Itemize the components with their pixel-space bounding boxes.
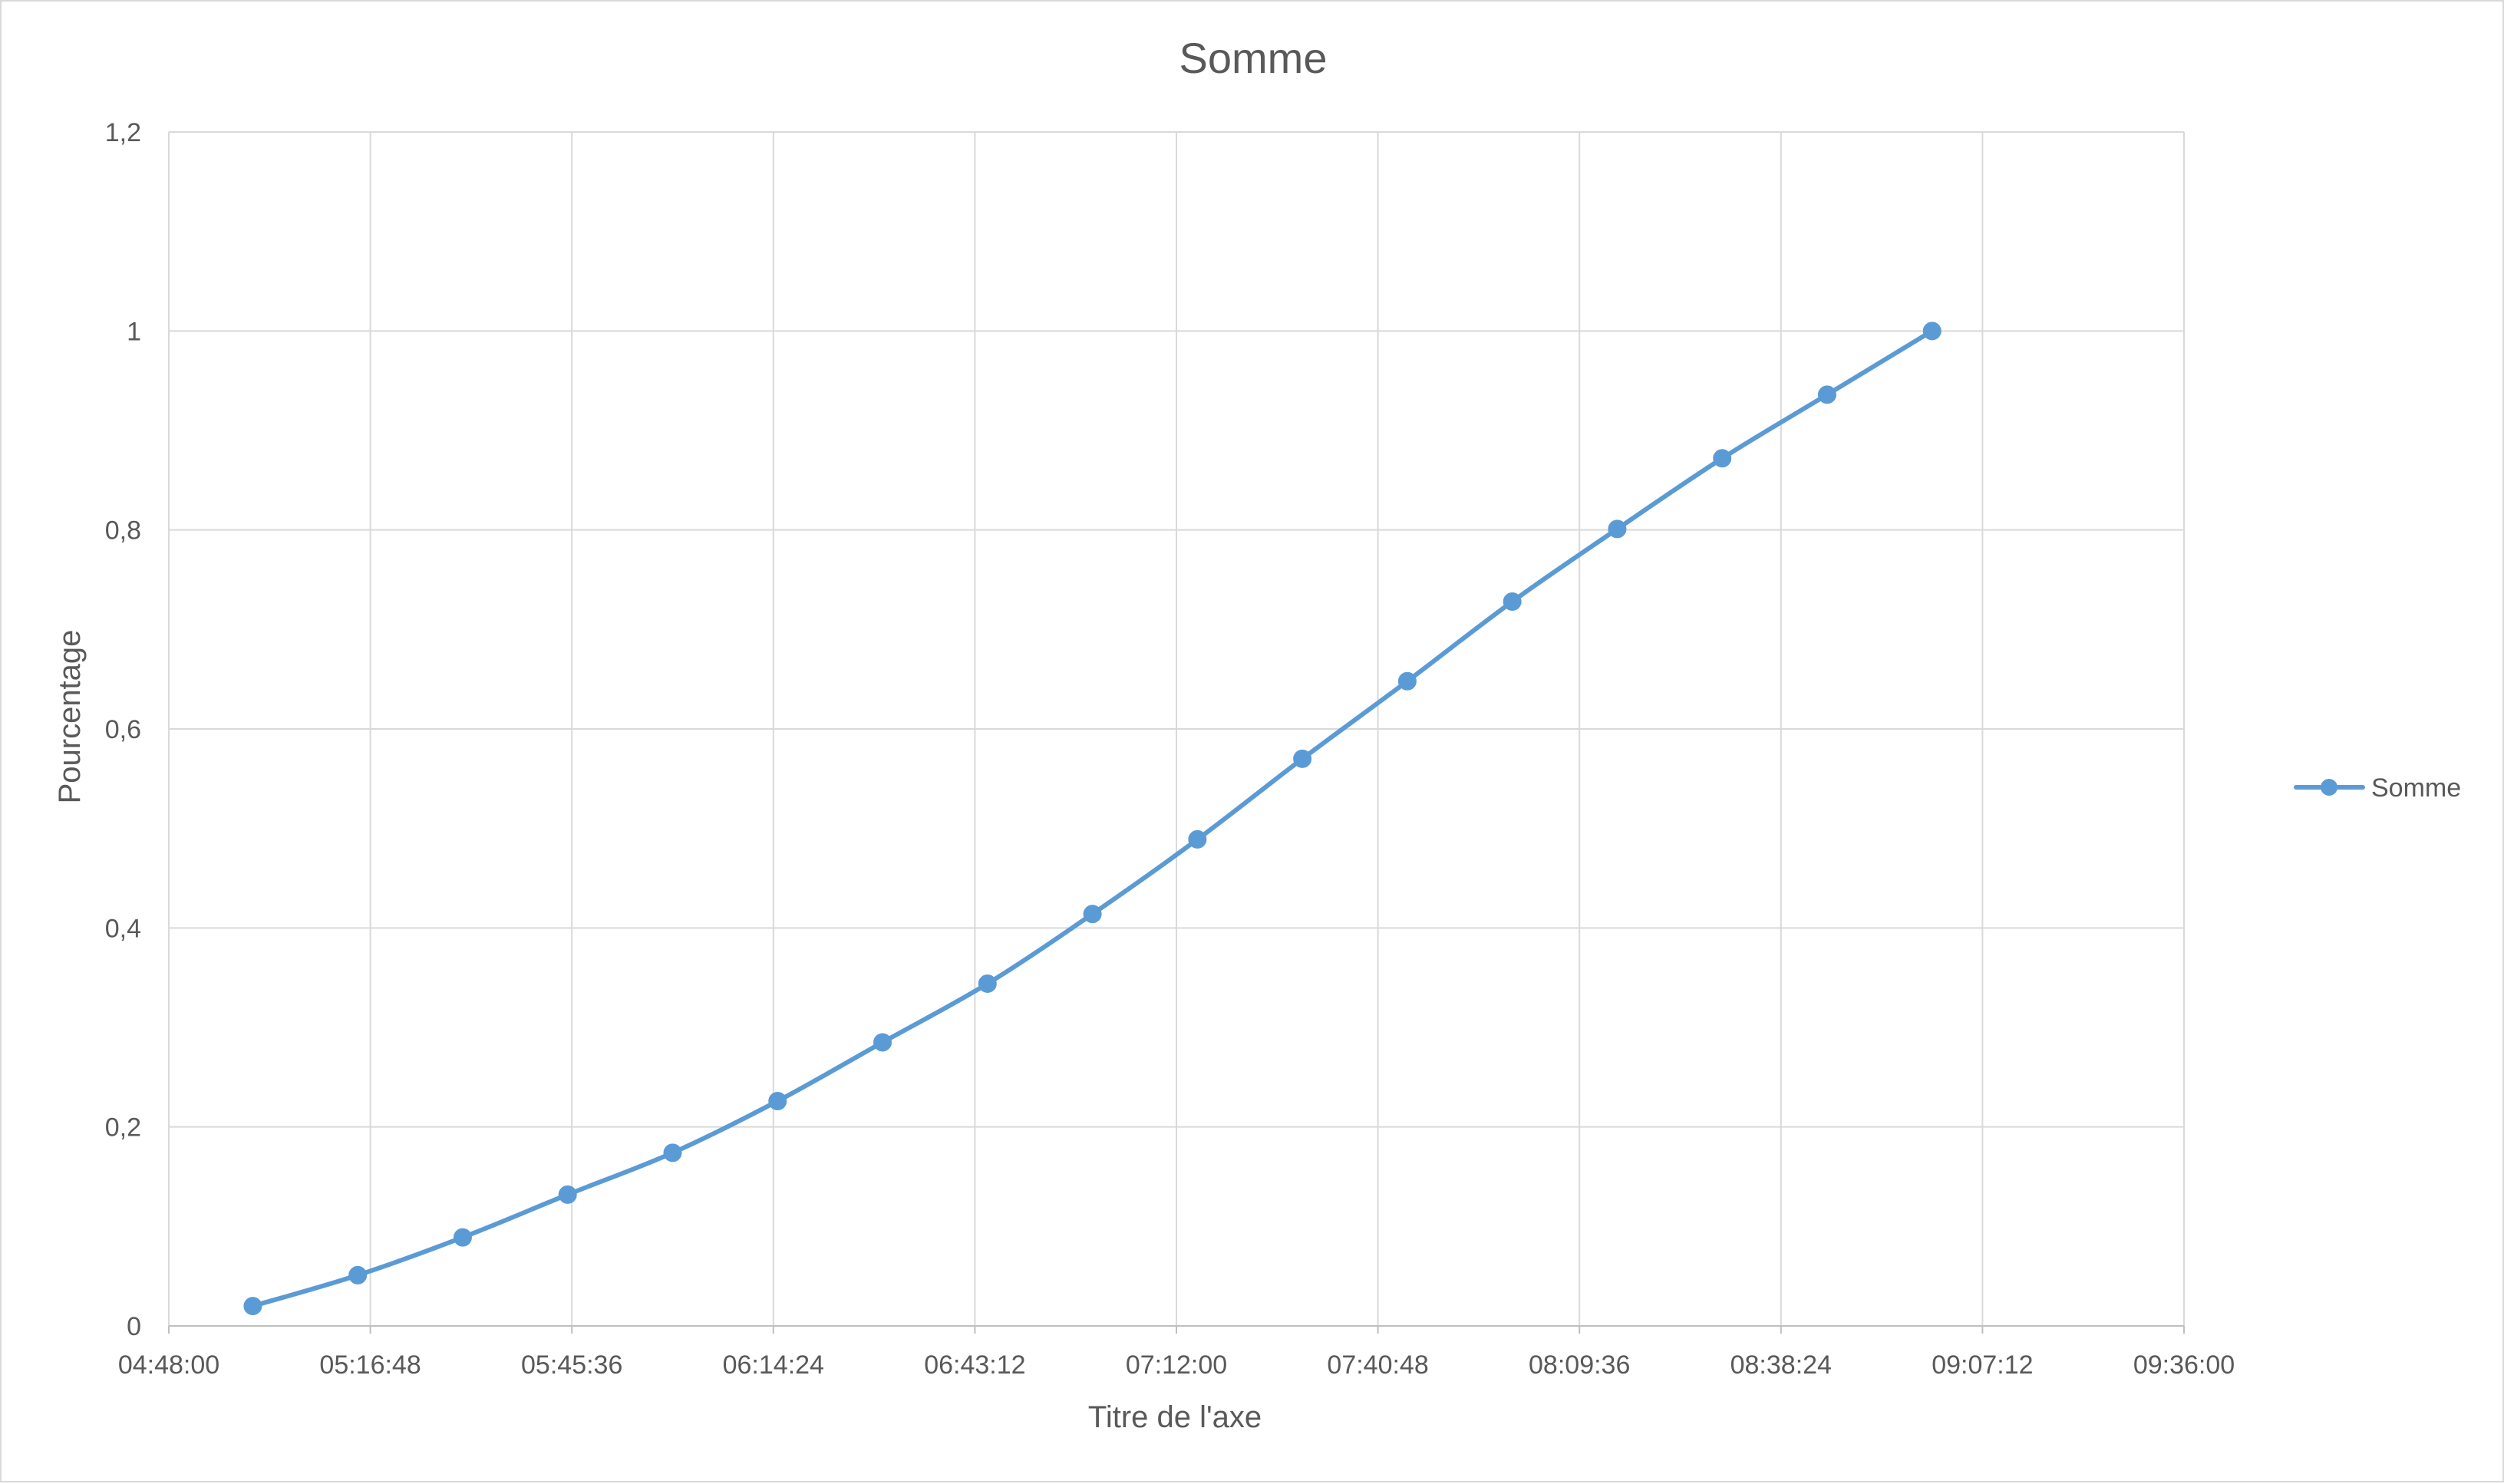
legend-label: Somme — [2371, 773, 2461, 803]
x-tick-label: 06:14:24 — [723, 1350, 824, 1380]
x-tick-label: 04:48:00 — [118, 1350, 219, 1380]
chart-title: Somme — [1179, 34, 1328, 82]
data-point — [1397, 671, 1417, 691]
y-tick-label: 0,6 — [105, 715, 141, 744]
x-axis-ticks: 04:48:00 05:16:48 05:45:36 06:14:24 06:43:12… — [118, 1326, 2235, 1380]
data-point — [873, 1033, 892, 1052]
legend: Somme — [2294, 773, 2461, 803]
data-point — [1713, 449, 1732, 468]
x-tick-label: 05:16:48 — [319, 1350, 421, 1380]
y-tick-label: 0,8 — [105, 516, 141, 546]
gridlines — [168, 131, 2185, 1327]
x-tick-label: 09:36:00 — [2133, 1350, 2235, 1380]
x-tick-label: 05:45:36 — [521, 1350, 622, 1380]
data-point — [453, 1228, 472, 1247]
x-axis-title: Titre de l'axe — [1088, 1400, 1262, 1434]
series-layer — [243, 322, 1942, 1316]
y-tick-label: 0,2 — [105, 1113, 141, 1143]
data-point — [1817, 385, 1836, 404]
data-point — [1188, 829, 1207, 849]
data-point — [348, 1265, 368, 1284]
x-tick-label: 08:09:36 — [1529, 1350, 1630, 1380]
x-tick-label: 08:38:24 — [1730, 1350, 1832, 1380]
y-axis-title: Pourcentage — [53, 630, 87, 804]
data-point — [1293, 749, 1312, 768]
data-point — [1503, 592, 1522, 612]
y-tick-label: 0,4 — [105, 914, 141, 943]
data-point — [558, 1185, 577, 1204]
data-point — [1922, 322, 1942, 341]
data-point — [243, 1297, 262, 1316]
data-point — [663, 1143, 682, 1162]
y-tick-label: 1 — [127, 317, 141, 346]
series-line — [252, 328, 1934, 1308]
y-tick-label: 0 — [127, 1312, 141, 1341]
x-tick-label: 07:12:00 — [1126, 1350, 1227, 1380]
data-point — [1083, 905, 1102, 924]
x-tick-label: 07:40:48 — [1327, 1350, 1428, 1380]
x-tick-label: 09:07:12 — [1932, 1350, 2033, 1380]
y-tick-label: 1,2 — [105, 118, 141, 147]
data-point — [1608, 519, 1627, 539]
data-point — [768, 1091, 787, 1110]
x-tick-label: 06:43:12 — [924, 1350, 1025, 1380]
y-axis-ticks: 0 0,2 0,4 0,6 0,8 1 1,2 — [105, 118, 141, 1341]
legend-marker — [2321, 779, 2337, 796]
data-point — [978, 974, 997, 993]
